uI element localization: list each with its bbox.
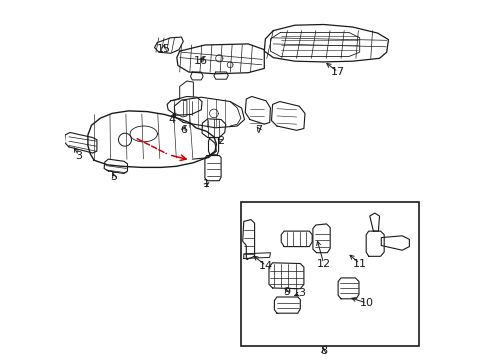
Polygon shape: [190, 72, 203, 80]
Text: 2: 2: [217, 136, 224, 146]
Text: 3: 3: [75, 150, 82, 161]
Polygon shape: [154, 37, 183, 53]
Polygon shape: [104, 159, 127, 174]
Polygon shape: [366, 231, 384, 256]
Polygon shape: [381, 236, 408, 250]
Text: 4: 4: [168, 114, 175, 125]
Text: 5: 5: [110, 172, 118, 182]
Text: 11: 11: [352, 258, 366, 269]
Text: 6: 6: [180, 125, 186, 135]
Polygon shape: [242, 220, 254, 259]
Polygon shape: [244, 253, 270, 258]
Text: 16: 16: [193, 56, 207, 66]
Text: 12: 12: [316, 258, 330, 269]
Text: 1: 1: [203, 179, 210, 189]
Polygon shape: [167, 96, 202, 115]
Polygon shape: [213, 72, 228, 79]
Text: 10: 10: [359, 298, 373, 308]
Polygon shape: [268, 263, 303, 289]
Text: 13: 13: [293, 288, 306, 298]
Polygon shape: [208, 138, 218, 155]
Polygon shape: [177, 44, 264, 74]
Polygon shape: [281, 231, 311, 247]
Polygon shape: [337, 278, 358, 299]
Text: 7: 7: [255, 125, 262, 135]
Polygon shape: [274, 297, 300, 313]
Text: 14: 14: [259, 261, 273, 271]
Bar: [241, 202, 418, 346]
Polygon shape: [204, 156, 221, 181]
Text: 9: 9: [283, 287, 290, 297]
Polygon shape: [202, 119, 225, 138]
Polygon shape: [264, 24, 387, 62]
Text: 15: 15: [156, 44, 170, 54]
Polygon shape: [174, 97, 244, 128]
Text: 8: 8: [320, 346, 326, 356]
Polygon shape: [369, 213, 379, 231]
Polygon shape: [88, 111, 216, 167]
Polygon shape: [312, 224, 329, 253]
Polygon shape: [244, 96, 270, 124]
Text: 17: 17: [330, 67, 345, 77]
Polygon shape: [64, 132, 97, 153]
Polygon shape: [271, 102, 305, 130]
